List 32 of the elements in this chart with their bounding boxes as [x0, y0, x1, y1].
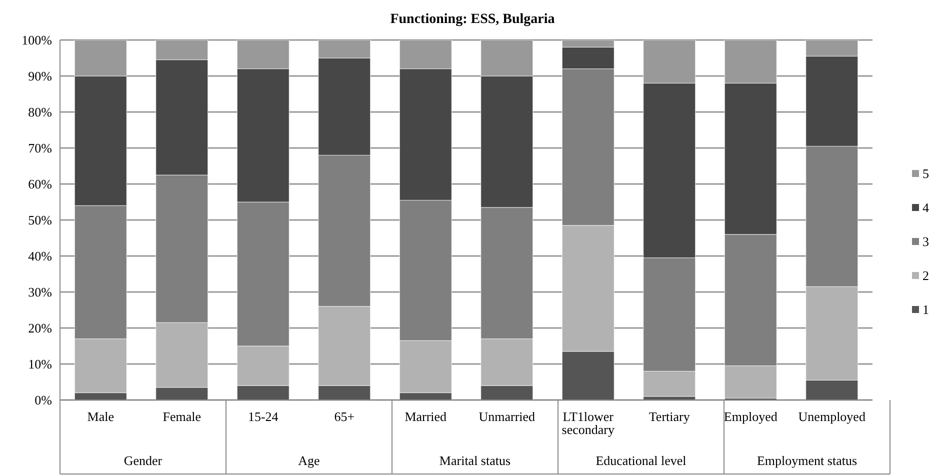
- text: Educational level: [596, 453, 687, 468]
- legend-label: 2: [922, 268, 929, 284]
- text: Marital status: [439, 453, 511, 468]
- y-tick-label: 30%: [28, 284, 52, 300]
- y-tick-label: 60%: [28, 176, 52, 192]
- y-tick-label: 10%: [28, 356, 52, 372]
- text: Age: [298, 453, 320, 468]
- x-tick-label: Employed: [724, 409, 778, 424]
- legend-label: 3: [922, 234, 929, 250]
- x-tick-label: 15-24: [248, 409, 279, 424]
- legend-label: 4: [922, 200, 929, 216]
- text: Gender: [124, 453, 163, 468]
- x-tick-label: Tertiary: [648, 409, 690, 424]
- y-tick-label: 70%: [28, 140, 52, 156]
- y-tick-label: 50%: [28, 212, 52, 228]
- x-tick-label: Married: [404, 409, 448, 424]
- y-tick-label: 80%: [28, 104, 52, 120]
- x-tick-label: Female: [162, 409, 202, 424]
- x-tick-label: Male: [87, 409, 114, 424]
- y-tick-label: 20%: [28, 320, 52, 336]
- y-tick-label: 100%: [22, 32, 52, 48]
- y-tick-label: 90%: [28, 68, 52, 84]
- text: Employment status: [756, 453, 858, 468]
- x-tick-label: 65+: [334, 409, 355, 424]
- chart-title: Functioning: ESS, Bulgaria: [389, 12, 556, 28]
- x-tick-label: Unemployed: [798, 409, 866, 424]
- x-tick-label: LT1lower secondary: [562, 409, 615, 438]
- legend-label: 1: [922, 302, 929, 318]
- y-tick-label: 40%: [28, 248, 52, 264]
- x-tick-label: Unmarried: [478, 409, 536, 424]
- legend-label: 5: [922, 166, 929, 182]
- y-tick-label: 0%: [34, 392, 52, 408]
